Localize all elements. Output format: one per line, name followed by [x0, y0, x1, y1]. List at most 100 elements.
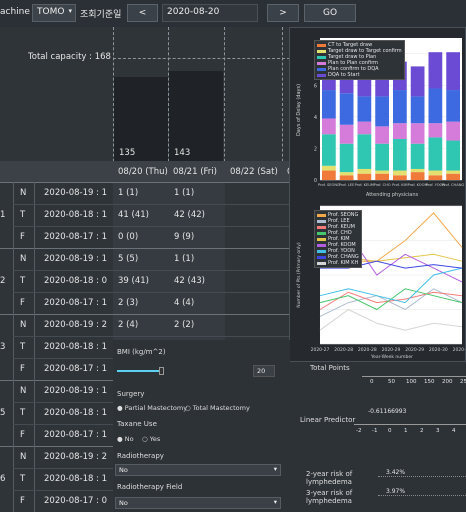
x-tick-label: Prof. KIM: [392, 183, 408, 187]
radiotherapy-field-select[interactable]: No ▾: [115, 497, 281, 509]
bmi-slider-handle[interactable]: [159, 367, 164, 375]
x-tick-label: 2020-27: [311, 347, 330, 353]
legend-item: Prof. SEONG: [317, 212, 359, 218]
slot-count[interactable]: 5 (5): [118, 254, 139, 264]
legend-label: Prof. CHO: [328, 230, 352, 236]
surgery-partial-radio[interactable]: ● Partial Mastectomy: [117, 404, 188, 412]
slot-count[interactable]: 41 (41): [118, 210, 149, 220]
bar-segment: [428, 88, 443, 124]
linear-predictor-label: Linear Predictor: [300, 416, 356, 424]
y-tick-label: 4: [314, 115, 317, 121]
bar-segment: [339, 93, 354, 125]
slot-count[interactable]: 2 (2): [174, 320, 195, 330]
linear-predictor-value: -0.61166993: [368, 408, 407, 415]
bar-segment: [375, 96, 389, 127]
machine-select[interactable]: TOMO ▾: [32, 4, 76, 22]
day-total: 143: [174, 148, 191, 158]
chart2-legend: Prof. SEONG Prof. LEE Prof. KEUM Prof. CHO P…: [314, 210, 362, 268]
radiotherapy-select[interactable]: No ▾: [115, 464, 281, 476]
bar-segment: [446, 173, 460, 180]
row-type: F: [20, 298, 25, 308]
row-type: T: [20, 474, 26, 484]
bar-segment: [393, 138, 407, 171]
bar-segment: [339, 143, 354, 173]
row-type: F: [20, 364, 25, 374]
bar-segment: [446, 121, 460, 141]
radiotherapy-field-value: No: [119, 499, 128, 507]
row-date: 2020-08-17 : 1: [44, 364, 108, 374]
x-tick-label: 2020-30: [429, 347, 448, 353]
legend-label: Plan to Plan confirm: [328, 60, 379, 66]
bar-segment: [410, 168, 425, 173]
slot-count[interactable]: 1 (1): [174, 188, 195, 198]
series-line: [319, 291, 463, 310]
x-tick-label: 2020-30: [453, 347, 465, 353]
bar-segment: [410, 66, 425, 97]
legend-item: Prof. CHANG: [317, 254, 359, 260]
day-header: 08/22 (Sat): [230, 167, 278, 177]
surgery-total-radio[interactable]: ○ Total Mastectomy: [185, 404, 250, 412]
x-tick-label: Prof. SEONG: [318, 183, 340, 187]
chevron-down-icon: ▾: [273, 465, 277, 473]
slot-count[interactable]: 4 (4): [174, 298, 195, 308]
legend-label: DQA to Start: [328, 72, 360, 78]
taxane-no-radio[interactable]: ● No: [117, 435, 134, 443]
bmi-input[interactable]: 20: [253, 365, 275, 377]
row-date: 2020-08-18 : 1: [44, 210, 108, 220]
bar-segment: [393, 90, 407, 124]
day-divider: [168, 27, 169, 182]
date-input[interactable]: 2020-08-20: [162, 4, 258, 22]
row-date: 2020-08-18 : 1: [44, 474, 108, 484]
group-label: 6: [0, 474, 6, 484]
taxane-opt2: Yes: [149, 435, 161, 443]
go-button[interactable]: GO: [304, 4, 356, 22]
taxane-yes-radio[interactable]: ○ Yes: [142, 435, 161, 443]
slot-count[interactable]: 39 (41): [118, 276, 149, 286]
group-label: 2: [0, 276, 6, 286]
slot-count[interactable]: 42 (43): [174, 276, 205, 286]
slot-count[interactable]: 42 (42): [174, 210, 205, 220]
bar-segment: [375, 126, 389, 144]
bar-segment: [357, 96, 372, 122]
legend-label: Prof. KEUM: [328, 224, 355, 230]
row-type: T: [20, 210, 26, 220]
row-date: 2020-08-19 : 2: [44, 452, 108, 462]
bar-segment: [375, 170, 389, 174]
legend-item: Prof. KEUM: [317, 224, 359, 230]
row-date: 2020-08-19 : 2: [44, 320, 108, 330]
row-type: N: [20, 320, 27, 330]
legend-swatch: [317, 213, 326, 217]
prev-date-button[interactable]: <: [127, 4, 158, 22]
chart1-legend: CT to Target draw Target draw to Target c…: [314, 40, 405, 80]
bmi-slider-track: [117, 370, 161, 372]
legend-label: Target draw to Target confirm: [328, 48, 402, 54]
row-type: N: [20, 254, 27, 264]
legend-swatch: [317, 49, 326, 53]
slot-count[interactable]: 9 (9): [174, 232, 195, 242]
radiotherapy-value: No: [119, 466, 128, 474]
nomogram-form: BMI (kg/m^2) 20 Surgery ● Partial Mastec…: [113, 340, 290, 512]
row-date: 2020-08-17 : 0: [44, 496, 108, 506]
bar-segment: [375, 173, 389, 180]
slot-count[interactable]: 1 (1): [118, 188, 139, 198]
column-divider: [13, 314, 14, 380]
slot-count[interactable]: 1 (1): [174, 254, 195, 264]
legend-item: Prof. CHO: [317, 230, 359, 236]
bar-segment: [393, 175, 407, 180]
tick-label: 0: [370, 379, 374, 385]
bar-segment: [410, 143, 425, 169]
row-divider: [13, 292, 290, 293]
next-date-button[interactable]: >: [267, 4, 299, 22]
nomogram-output: Total Points 0 50 100 150 200 250 Linear Pred…: [290, 362, 466, 512]
chevron-down-icon: ▾: [68, 7, 72, 15]
column-divider: [13, 182, 14, 248]
row-date: 2020-08-19 : 1: [44, 254, 108, 264]
column-divider: [34, 182, 35, 248]
total-points-axis: [362, 376, 466, 377]
x-tick-label: 2020-28: [358, 347, 377, 353]
slot-count[interactable]: 2 (4): [118, 320, 139, 330]
slot-count[interactable]: 0 (0): [118, 232, 139, 242]
slot-count[interactable]: 2 (3): [118, 298, 139, 308]
x-tick-label: Prof. CHANG: [442, 183, 464, 187]
